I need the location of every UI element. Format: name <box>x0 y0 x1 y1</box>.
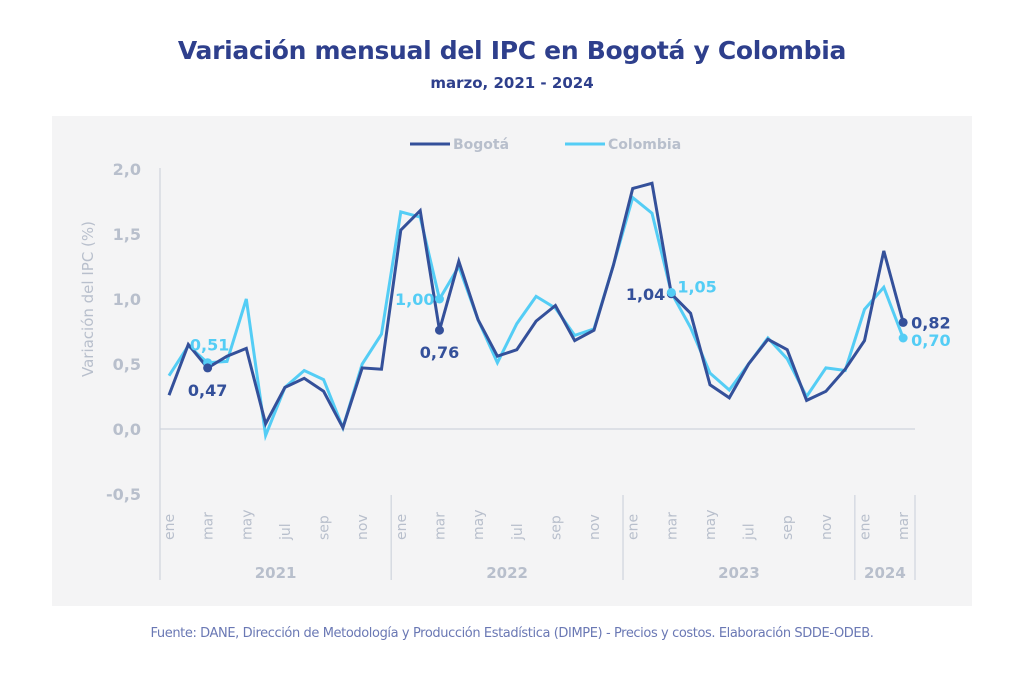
data-point-marker <box>203 363 213 373</box>
data-point-marker <box>898 333 908 343</box>
y-tick-label: 1,5 <box>113 225 141 244</box>
data-label: 0,51 <box>190 336 229 355</box>
source-note: Fuente: DANE, Dirección de Metodología y… <box>150 626 874 641</box>
x-tick-label: ene <box>626 514 642 540</box>
y-tick-label: -0,5 <box>106 485 141 504</box>
x-tick-label: sep <box>317 515 333 540</box>
axes <box>159 168 916 580</box>
x-tick-label: nov <box>587 514 603 540</box>
x-tick-label: sep <box>548 515 564 540</box>
data-label: 0,76 <box>420 343 459 362</box>
x-tick-label: may <box>471 509 487 540</box>
x-tick-label: mar <box>896 512 912 540</box>
year-label: 2022 <box>486 564 528 582</box>
series-line-colombia <box>167 195 905 442</box>
legend-label-colombia: Colombia <box>608 137 681 153</box>
year-label: 2024 <box>864 564 906 582</box>
x-tick-label: sep <box>780 515 796 540</box>
y-tick-label: 0,0 <box>113 420 141 439</box>
x-tick-label: ene <box>162 514 178 540</box>
data-label: 1,04 <box>626 285 665 304</box>
chart-title: Variación mensual del IPC en Bogotá y Co… <box>177 36 847 65</box>
x-tick-label: mar <box>432 512 448 540</box>
x-tick-label: mar <box>664 512 680 540</box>
legend-label-bogota: Bogotá <box>453 137 509 153</box>
data-label: 0,47 <box>188 381 227 400</box>
x-tick-label: jul <box>510 523 526 541</box>
chart-subtitle: marzo, 2021 - 2024 <box>430 74 594 92</box>
x-tick-label: mar <box>201 512 217 540</box>
x-tick-label: jul <box>742 523 758 541</box>
year-label: 2021 <box>255 564 297 582</box>
x-tick-label: nov <box>355 514 371 540</box>
data-point-marker <box>434 294 444 304</box>
x-tick-label: ene <box>858 514 874 540</box>
series-line-bogota <box>167 181 905 432</box>
data-labels: 0,51 0,47 1,00 0,76 1,04 1,05 0,820,70 <box>188 278 951 400</box>
data-label: 0,70 <box>911 331 950 350</box>
data-point-marker <box>666 288 676 297</box>
data-point-marker <box>898 317 908 327</box>
series-lines <box>167 181 905 442</box>
y-tick-label: 1,0 <box>113 290 141 309</box>
y-axis-ticks: 2,0 1,5 1,0 0,5 0,0 -0,5 <box>106 160 141 504</box>
x-tick-label: jul <box>278 523 294 541</box>
legend: Bogotá Colombia <box>410 137 681 153</box>
x-axis-ticks: ene mar may jul sep nov ene mar may jul sep nov ene m… <box>162 509 912 582</box>
y-tick-label: 0,5 <box>113 355 141 374</box>
y-tick-label: 2,0 <box>113 160 141 179</box>
data-point-marker <box>434 325 444 335</box>
x-tick-label: may <box>239 509 255 540</box>
data-label: 0,82 <box>911 313 950 332</box>
data-label: 1,00 <box>395 290 434 309</box>
year-label: 2023 <box>718 564 760 582</box>
x-tick-label: nov <box>819 514 835 540</box>
data-label: 1,05 <box>677 278 716 297</box>
y-axis-label: Variación del IPC (%) <box>79 221 97 377</box>
x-tick-label: may <box>703 509 719 540</box>
x-tick-label: ene <box>394 514 410 540</box>
